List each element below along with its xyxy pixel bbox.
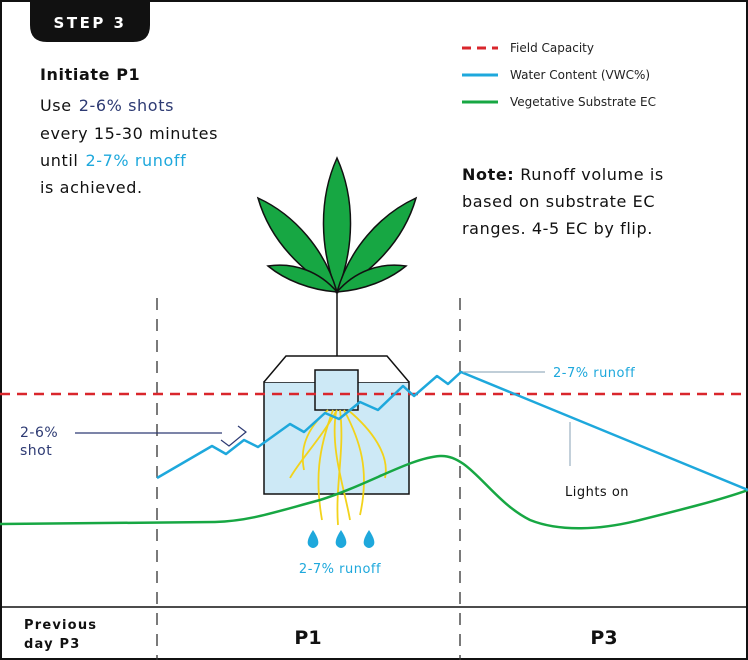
step-label: STEP 3 [54, 14, 127, 32]
phase-label: Previous [24, 618, 97, 633]
note-label: Note: [462, 165, 514, 184]
instruction-line: is achieved. [40, 178, 143, 197]
instruction-line: Use 2-6% shots [40, 96, 174, 115]
annotation: 2-7% runoff [299, 562, 381, 577]
vwc-curve [156, 370, 748, 492]
text: Use [40, 96, 72, 115]
highlight: 2-6% shots [79, 96, 174, 115]
heading: Initiate P1 [40, 65, 140, 84]
annotation: 2-6% [20, 425, 58, 441]
phase-label: day P3 [24, 637, 80, 652]
note-line: ranges. 4-5 EC by flip. [462, 219, 653, 238]
annotation: 2-7% runoff [553, 366, 635, 381]
instruction-line: every 15-30 minutes [40, 124, 218, 143]
note-line: based on substrate EC [462, 192, 655, 211]
note-line: Note: Runoff volume is [462, 165, 664, 184]
legend-label: Field Capacity [510, 41, 594, 55]
legend-label: Vegetative Substrate EC [510, 95, 656, 109]
legend-label: Water Content (VWC%) [510, 68, 650, 82]
text: Runoff volume is [520, 165, 664, 184]
highlight: 2-7% runoff [85, 151, 186, 170]
step-badge [30, 1, 150, 42]
instruction-line: until 2-7% runoff [40, 151, 186, 170]
shot-bracket [220, 425, 247, 447]
ec-curve [0, 454, 748, 530]
phase-label: P1 [294, 627, 321, 649]
plant-illustration [256, 156, 418, 548]
annotation: shot [20, 443, 52, 459]
phase-label: P3 [590, 627, 617, 649]
annotation: Lights on [565, 485, 629, 500]
text: until [40, 151, 78, 170]
